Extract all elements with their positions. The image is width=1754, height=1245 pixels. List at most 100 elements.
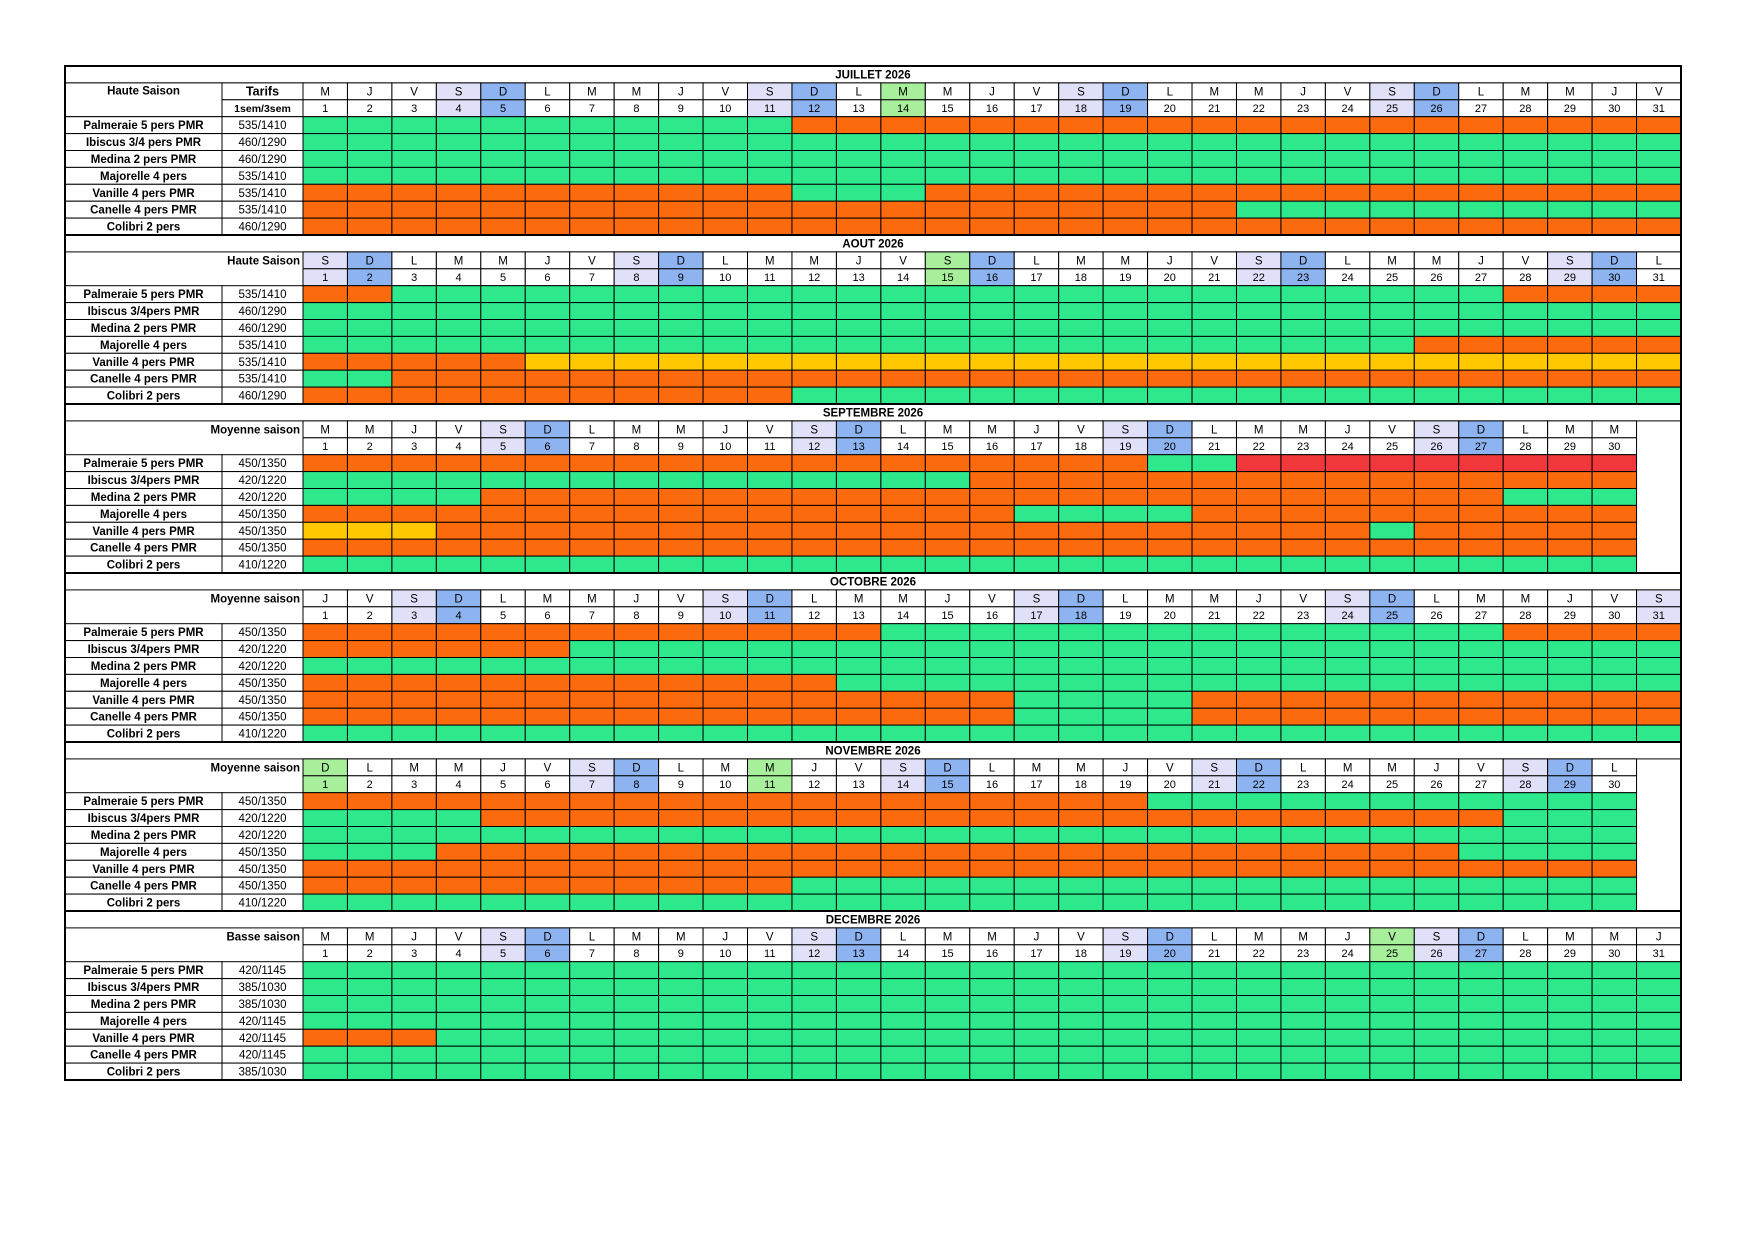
availability-cell	[1547, 166, 1593, 185]
tariff: 535/1410	[239, 171, 287, 183]
availability-cell	[1235, 133, 1282, 152]
availability-cell	[835, 386, 882, 405]
availability-cell	[1413, 842, 1460, 861]
availability-cell	[1369, 183, 1415, 202]
day-number: 8	[633, 272, 639, 284]
availability-cell	[1458, 133, 1504, 152]
availability-cell	[1280, 369, 1326, 388]
day-letter: L	[500, 593, 507, 605]
availability-cell	[435, 538, 482, 557]
day-number: 13	[853, 441, 865, 453]
day-letter: J	[500, 762, 506, 774]
availability-cell	[480, 488, 526, 506]
day-number: 24	[1341, 272, 1353, 284]
availability-cell	[835, 1062, 882, 1081]
availability-cell	[658, 1062, 704, 1081]
day-number: 18	[1075, 610, 1087, 622]
availability-cell	[346, 217, 393, 236]
availability-cell	[1191, 1011, 1237, 1030]
availability-cell	[480, 978, 526, 996]
availability-cell	[1458, 842, 1504, 861]
availability-cell	[791, 116, 837, 135]
availability-cell	[435, 690, 482, 709]
availability-cell	[1547, 116, 1593, 135]
availability-cell	[302, 842, 348, 861]
availability-cell	[1413, 504, 1460, 523]
availability-cell	[1013, 488, 1060, 506]
availability-cell	[702, 893, 749, 912]
availability-cell	[524, 657, 571, 675]
availability-cell	[1413, 657, 1460, 675]
month-title: AOUT 2026	[842, 238, 903, 250]
availability-cell	[1502, 859, 1549, 878]
day-number: 23	[1297, 441, 1309, 453]
availability-cell	[1369, 302, 1415, 321]
availability-cell	[702, 657, 749, 675]
availability-cell	[1502, 538, 1549, 557]
availability-cell	[1191, 1062, 1237, 1081]
availability-cell	[658, 995, 704, 1013]
availability-cell	[1324, 876, 1371, 895]
availability-cell	[1502, 724, 1549, 743]
day-letter: J	[411, 931, 417, 943]
availability-cell	[524, 995, 571, 1013]
availability-cell	[1013, 319, 1060, 337]
availability-cell	[658, 488, 704, 506]
availability-cell	[702, 319, 749, 337]
day-letter: J	[945, 593, 951, 605]
availability-cell	[346, 1011, 393, 1030]
availability-cell	[658, 842, 704, 861]
tariff: 410/1220	[239, 898, 287, 910]
availability-cell	[1191, 1028, 1237, 1047]
availability-cell	[524, 707, 571, 726]
availability-cell	[747, 859, 793, 878]
availability-cell	[1280, 116, 1326, 135]
availability-cell	[791, 859, 837, 878]
availability-cell	[1591, 673, 1638, 692]
availability-cell	[391, 454, 437, 473]
availability-cell	[702, 538, 749, 557]
day-letter: M	[1209, 86, 1219, 98]
day-number: 17	[1030, 272, 1042, 284]
availability-cell	[1191, 335, 1237, 354]
availability-cell	[1324, 673, 1371, 692]
availability-cell	[613, 657, 660, 675]
availability-cell	[480, 1028, 526, 1047]
availability-cell	[524, 859, 571, 878]
availability-cell	[1324, 538, 1371, 557]
availability-cell	[1235, 1028, 1282, 1047]
availability-cell	[1458, 961, 1504, 980]
day-letter: M	[1298, 424, 1308, 436]
availability-cell	[1458, 166, 1504, 185]
availability-cell	[480, 640, 526, 658]
availability-cell	[1636, 319, 1682, 337]
tariff: 450/1350	[239, 881, 287, 893]
availability-cell	[524, 521, 571, 540]
availability-cell	[569, 673, 615, 692]
availability-cell	[969, 133, 1015, 152]
day-number: 13	[853, 779, 865, 791]
availability-cell	[791, 1011, 837, 1030]
availability-cell	[747, 809, 793, 827]
availability-cell	[835, 116, 882, 135]
day-number: 21	[1208, 103, 1220, 115]
availability-cell	[1369, 471, 1415, 490]
availability-cell	[791, 150, 837, 168]
day-letter: V	[1388, 424, 1396, 436]
availability-cell	[702, 471, 749, 490]
availability-cell	[1235, 352, 1282, 371]
availability-cell	[924, 859, 971, 878]
availability-cell	[880, 640, 926, 658]
availability-cell	[1591, 978, 1638, 996]
availability-cell	[1235, 876, 1282, 895]
availability-cell	[1102, 150, 1149, 168]
availability-cell	[302, 285, 348, 304]
availability-cell	[524, 640, 571, 658]
availability-cell	[613, 876, 660, 895]
availability-cell	[1591, 352, 1638, 371]
availability-cell	[835, 302, 882, 321]
availability-cell	[524, 1028, 571, 1047]
availability-cell	[613, 690, 660, 709]
availability-cell	[791, 657, 837, 675]
day-letter: L	[900, 424, 907, 436]
